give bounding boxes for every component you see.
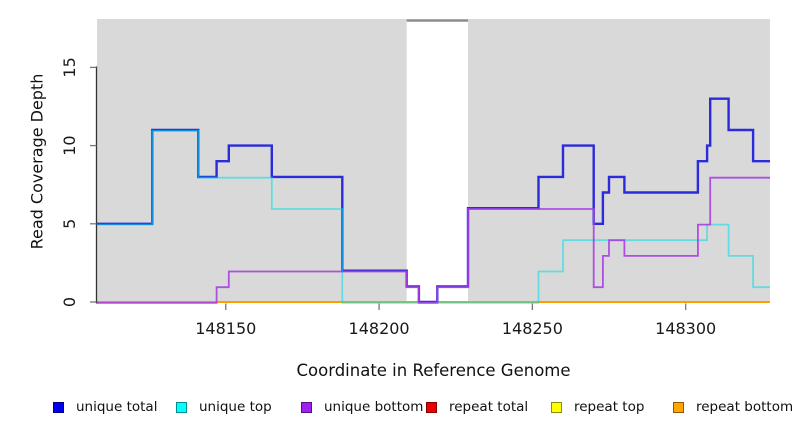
x-tick-label: 148300 (655, 319, 716, 338)
x-tick-label: 148250 (502, 319, 563, 338)
y-axis-title: Read Coverage Depth (27, 73, 47, 250)
series-line-unique-bottom (97, 176, 770, 304)
no-data-gap-band (406, 19, 468, 303)
y-tick-label: 5 (60, 219, 79, 229)
y-tick-label: 0 (60, 297, 79, 307)
x-tick-label: 148200 (349, 319, 410, 338)
series-line-unique-top (97, 129, 770, 304)
series-line-unique-total (97, 97, 770, 304)
x-tick-label: 148150 (195, 319, 256, 338)
y-tick-label: 15 (60, 57, 79, 77)
y-tick-label: 10 (60, 135, 79, 155)
x-axis-title: Coordinate in Reference Genome (296, 361, 571, 380)
